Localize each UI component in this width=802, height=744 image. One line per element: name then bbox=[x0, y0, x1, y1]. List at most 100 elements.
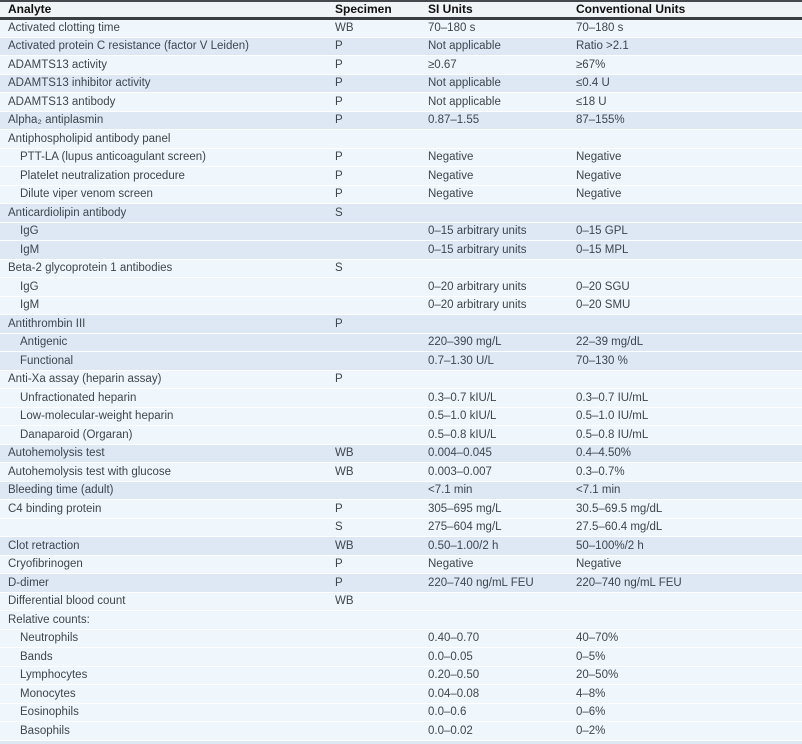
table-row: Platelet neutralization procedure P Negati… bbox=[0, 166, 802, 186]
conventional-cell: 70–180 s bbox=[571, 18, 802, 38]
conventional-cell: ≤18 U bbox=[571, 92, 802, 112]
analyte-cell: Monocytes bbox=[0, 684, 330, 704]
conventional-cell: Negative bbox=[571, 185, 802, 204]
table-row: Autohemolysis test with glucose WB 0.003–0… bbox=[0, 462, 802, 482]
table-row: Antithrombin III P bbox=[0, 314, 802, 334]
conventional-cell: 4–8% bbox=[571, 684, 802, 704]
si-cell: 0.20–0.50 bbox=[423, 666, 571, 685]
conventional-cell: 0.4–4.50% bbox=[571, 444, 802, 463]
table-row: Cryofibrinogen P Negative Negative bbox=[0, 555, 802, 574]
specimen-cell: P bbox=[330, 166, 423, 186]
specimen-cell: WB bbox=[330, 444, 423, 463]
specimen-cell bbox=[330, 629, 423, 648]
column-header-analyte: Analyte bbox=[0, 2, 330, 20]
si-cell: 0.5–1.0 kIU/L bbox=[423, 407, 571, 426]
specimen-cell bbox=[330, 296, 423, 315]
conventional-cell: 0–20 SGU bbox=[571, 277, 802, 297]
specimen-cell: P bbox=[330, 37, 423, 56]
analyte-cell: Clot retraction bbox=[0, 536, 330, 556]
analyte-cell: Unfractionated heparin bbox=[0, 388, 330, 408]
conventional-cell: Negative bbox=[571, 166, 802, 186]
specimen-cell bbox=[330, 222, 423, 241]
si-cell bbox=[423, 314, 571, 334]
conventional-cell: 20–50% bbox=[571, 666, 802, 685]
specimen-cell: P bbox=[330, 573, 423, 593]
table-row: IgG 0–20 arbitrary units 0–20 SGU bbox=[0, 277, 802, 297]
conventional-cell: Negative bbox=[571, 148, 802, 167]
table-row: ADAMTS13 activity P ≥0.67 ≥67% bbox=[0, 55, 802, 75]
si-cell: 0.004–0.045 bbox=[423, 444, 571, 463]
specimen-cell: WB bbox=[330, 18, 423, 38]
specimen-cell bbox=[330, 647, 423, 667]
table-body: Activated clotting time WB 70–180 s 70–180 … bbox=[0, 18, 802, 741]
specimen-cell bbox=[330, 666, 423, 685]
table-row: Functional 0.7–1.30 U/L 70–130 % bbox=[0, 351, 802, 371]
analyte-cell: Functional bbox=[0, 351, 330, 371]
table-row: Anticardiolipin antibody S bbox=[0, 203, 802, 223]
table-row: Alpha₂ antiplasmin P 0.87–1.55 87–155% bbox=[0, 111, 802, 130]
specimen-cell: P bbox=[330, 111, 423, 130]
specimen-cell bbox=[330, 481, 423, 500]
si-cell bbox=[423, 370, 571, 389]
specimen-cell bbox=[330, 388, 423, 408]
analyte-cell: Antithrombin III bbox=[0, 314, 330, 334]
si-cell: Negative bbox=[423, 185, 571, 204]
analyte-cell: Activated protein C resistance (factor V… bbox=[0, 37, 330, 56]
conventional-cell: 0–20 SMU bbox=[571, 296, 802, 315]
table-row: Antigenic 220–390 mg/L 22–39 mg/dL bbox=[0, 333, 802, 352]
specimen-cell: P bbox=[330, 74, 423, 93]
conventional-cell: <7.1 min bbox=[571, 481, 802, 500]
table-row: Beta-2 glycoprotein 1 antibodies S bbox=[0, 259, 802, 278]
table-row: Danaparoid (Orgaran) 0.5–0.8 kIU/L 0.5–0.8… bbox=[0, 425, 802, 445]
analyte-cell: Beta-2 glycoprotein 1 antibodies bbox=[0, 259, 330, 278]
table-row: Eosinophils 0.0–0.6 0–6% bbox=[0, 703, 802, 722]
conventional-cell: 220–740 ng/mL FEU bbox=[571, 573, 802, 593]
analyte-cell: Bands bbox=[0, 647, 330, 667]
specimen-cell: WB bbox=[330, 536, 423, 556]
analyte-cell: IgG bbox=[0, 222, 330, 241]
conventional-cell bbox=[571, 129, 802, 149]
conventional-cell: 0.5–1.0 IU/mL bbox=[571, 407, 802, 426]
si-cell: 275–604 mg/L bbox=[423, 518, 571, 537]
analyte-cell: Autohemolysis test with glucose bbox=[0, 462, 330, 482]
table-row: ADAMTS13 inhibitor activity P Not applicab… bbox=[0, 74, 802, 93]
table-row: Antiphospholipid antibody panel bbox=[0, 129, 802, 149]
analyte-cell: Lymphocytes bbox=[0, 666, 330, 685]
si-cell: 0.0–0.6 bbox=[423, 703, 571, 722]
si-cell: 0.50–1.00/2 h bbox=[423, 536, 571, 556]
table-row: Dilute viper venom screen P Negative Negati… bbox=[0, 185, 802, 204]
conventional-cell bbox=[571, 592, 802, 611]
analyte-cell: Danaparoid (Orgaran) bbox=[0, 425, 330, 445]
table-row: IgM 0–20 arbitrary units 0–20 SMU bbox=[0, 296, 802, 315]
table-row: S 275–604 mg/L 27.5–60.4 mg/dL bbox=[0, 518, 802, 537]
analyte-cell: Anti-Xa assay (heparin assay) bbox=[0, 370, 330, 389]
si-cell: 0.40–0.70 bbox=[423, 629, 571, 648]
analyte-cell: Anticardiolipin antibody bbox=[0, 203, 330, 223]
analyte-cell: IgM bbox=[0, 240, 330, 260]
analyte-cell: D-dimer bbox=[0, 573, 330, 593]
si-cell: 0.3–0.7 kIU/L bbox=[423, 388, 571, 408]
specimen-cell bbox=[330, 129, 423, 149]
si-cell: 70–180 s bbox=[423, 18, 571, 38]
table-row: Bleeding time (adult) <7.1 min <7.1 min bbox=[0, 481, 802, 500]
column-header-specimen: Specimen bbox=[330, 2, 423, 20]
specimen-cell bbox=[330, 610, 423, 630]
si-cell: 0–20 arbitrary units bbox=[423, 296, 571, 315]
table-header: Analyte Specimen SI Units Conventional Unit… bbox=[0, 2, 802, 20]
column-header-si-units: SI Units bbox=[423, 2, 571, 20]
si-cell: 0–15 arbitrary units bbox=[423, 222, 571, 241]
si-cell: Negative bbox=[423, 555, 571, 574]
si-cell bbox=[423, 259, 571, 278]
si-cell: Not applicable bbox=[423, 74, 571, 93]
si-cell: 0.5–0.8 kIU/L bbox=[423, 425, 571, 445]
specimen-cell: P bbox=[330, 314, 423, 334]
analyte-cell: IgM bbox=[0, 296, 330, 315]
specimen-cell: WB bbox=[330, 462, 423, 482]
analyte-cell: ADAMTS13 activity bbox=[0, 55, 330, 75]
table-row: Basophils 0.0–0.02 0–2% bbox=[0, 721, 802, 741]
table-row: Unfractionated heparin 0.3–0.7 kIU/L 0.3–0… bbox=[0, 388, 802, 408]
table-row: D-dimer P 220–740 ng/mL FEU 220–740 ng/mL F… bbox=[0, 573, 802, 593]
analyte-cell: Eosinophils bbox=[0, 703, 330, 722]
conventional-cell: Negative bbox=[571, 555, 802, 574]
